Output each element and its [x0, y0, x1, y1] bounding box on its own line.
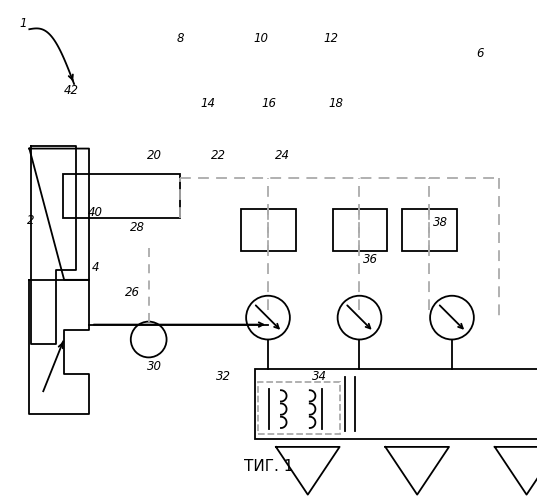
Text: 10: 10	[253, 32, 268, 45]
Text: 34: 34	[313, 370, 327, 384]
Text: 38: 38	[433, 216, 448, 229]
Text: 12: 12	[323, 32, 338, 45]
Text: 8: 8	[177, 32, 185, 45]
Text: 22: 22	[211, 149, 225, 162]
Bar	[332, 209, 387, 251]
Text: 36: 36	[363, 254, 378, 266]
Bar	[258, 382, 339, 434]
Text: 42: 42	[63, 84, 79, 98]
Bar	[255, 370, 538, 439]
Text: 6: 6	[477, 47, 484, 60]
Text: 20: 20	[146, 149, 161, 162]
Text: 1: 1	[19, 18, 27, 30]
Text: 14: 14	[200, 97, 215, 110]
Text: 28: 28	[130, 221, 145, 234]
Text: 16: 16	[261, 97, 277, 110]
Text: 32: 32	[216, 370, 231, 384]
Text: 30: 30	[146, 360, 161, 374]
Text: 2: 2	[27, 214, 34, 226]
Bar	[63, 174, 180, 218]
Text: 4: 4	[91, 261, 99, 274]
Bar	[241, 209, 296, 251]
Bar	[402, 209, 457, 251]
Text: 40: 40	[88, 206, 103, 219]
Text: 18: 18	[328, 97, 343, 110]
Text: 26: 26	[125, 286, 140, 299]
Text: ΤИГ. 1: ΤИГ. 1	[244, 460, 294, 474]
Text: 24: 24	[275, 149, 290, 162]
